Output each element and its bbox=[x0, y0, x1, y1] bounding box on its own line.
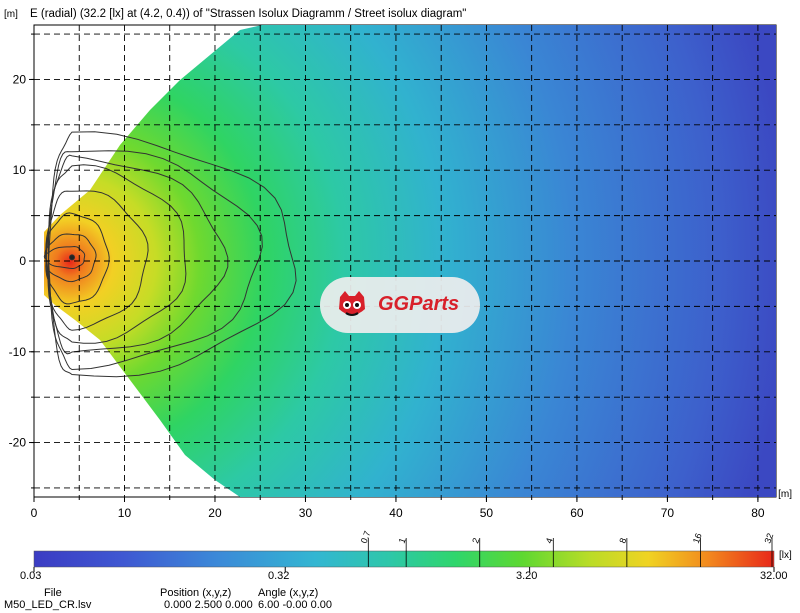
isolux-contour-line bbox=[44, 233, 97, 283]
x-tick-label: 60 bbox=[570, 506, 584, 520]
x-tick-label: 0 bbox=[31, 506, 38, 520]
file-value: M50_LED_CR.lsv bbox=[4, 599, 92, 611]
x-axis: 0 10 20 30 40 50 60 70 80 bbox=[31, 497, 765, 520]
colorbar-level-label: 2 bbox=[470, 537, 481, 545]
x-tick-label: 20 bbox=[208, 506, 222, 520]
x-axis-unit: [m] bbox=[778, 489, 792, 500]
isolux-contour-line bbox=[47, 154, 229, 355]
y-tick-label: -20 bbox=[9, 436, 27, 450]
x-tick-label: 30 bbox=[299, 506, 313, 520]
mascot-logo-icon bbox=[339, 291, 365, 316]
peak-marker bbox=[69, 254, 76, 261]
x-tick-label: 80 bbox=[751, 506, 765, 520]
angle-label: Angle (x,y,z) bbox=[258, 587, 319, 599]
watermark-text: GGParts bbox=[378, 293, 460, 315]
x-tick-label: 50 bbox=[480, 506, 494, 520]
y-tick-label: 0 bbox=[19, 254, 26, 268]
y-axis: -20 -10 0 10 20 bbox=[9, 33, 34, 489]
isolux-contour-line bbox=[43, 245, 86, 269]
x-tick-label: 40 bbox=[389, 506, 403, 520]
colorbar-level-label: 8 bbox=[617, 537, 628, 545]
colorbar-level-label: 0.7 bbox=[359, 530, 373, 545]
colorbar bbox=[33, 550, 775, 568]
isolux-contour-line bbox=[45, 212, 110, 305]
colorbar-level-label: 32 bbox=[762, 532, 775, 545]
x-tick-label: 70 bbox=[661, 506, 675, 520]
x-tick-label: 10 bbox=[118, 506, 132, 520]
y-axis-unit: [m] bbox=[4, 9, 18, 20]
file-label: File bbox=[44, 587, 62, 599]
position-value: 0.000 2.500 0.000 bbox=[164, 599, 253, 611]
colorbar-label-min: 0.03 bbox=[20, 570, 42, 582]
colorbar-label-3: 3.20 bbox=[516, 570, 538, 582]
y-tick-label: -10 bbox=[9, 345, 27, 359]
y-tick-label: 10 bbox=[13, 163, 27, 177]
colorbar-level-label: 1 bbox=[397, 537, 408, 545]
colorbar-unit: [lx] bbox=[779, 550, 792, 561]
colorbar-level-label: 16 bbox=[691, 532, 704, 545]
colorbar-ticks: 0.7 1 2 4 8 16 32 bbox=[33, 530, 775, 572]
angle-value: 6.00 -0.00 0.00 bbox=[258, 599, 333, 611]
grid bbox=[34, 25, 776, 497]
position-label: Position (x,y,z) bbox=[160, 587, 232, 599]
colorbar-label-2: 0.32 bbox=[268, 570, 290, 582]
y-tick-label: 20 bbox=[13, 72, 27, 86]
chart-title: E (radial) (32.2 [lx] at (4.2, 0.4)) of … bbox=[30, 8, 467, 20]
watermark-badge: GGParts bbox=[320, 277, 480, 333]
colorbar-label-max: 32.00 bbox=[760, 570, 788, 582]
isolux-contours bbox=[43, 131, 297, 378]
colorbar-level-label: 4 bbox=[544, 537, 555, 545]
